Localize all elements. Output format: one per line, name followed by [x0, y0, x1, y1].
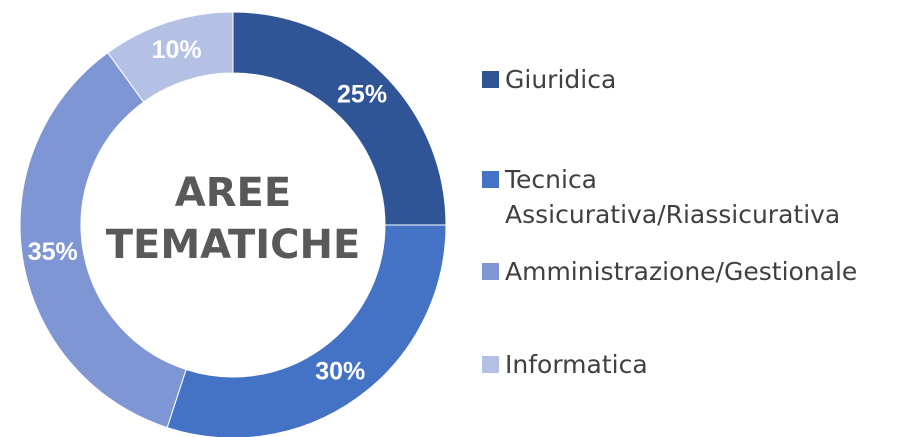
legend-label: Giuridica	[505, 65, 617, 94]
legend-label: Informatica	[505, 350, 648, 379]
legend-item: Amministrazione/Gestionale	[482, 254, 857, 289]
legend-item: Tecnica Assicurativa/Riassicurativa	[482, 162, 895, 232]
donut-slice	[19, 51, 187, 429]
value-label: 25%	[337, 81, 387, 109]
legend-swatch	[482, 171, 499, 188]
chart: 25% 30% 35% 10% AREE TEMATICHE	[19, 11, 447, 437]
legend-item: Informatica	[482, 347, 648, 382]
donut-slice	[107, 11, 234, 103]
legend-swatch	[482, 263, 499, 280]
legend: Giuridica Tecnica Assicurativa/Riassicura…	[482, 0, 902, 437]
legend-item: Giuridica	[482, 62, 616, 97]
center-text: AREE	[175, 170, 291, 216]
center-text: TEMATICHE	[106, 222, 361, 268]
legend-swatch	[482, 356, 499, 373]
legend-label: Amministrazione/Gestionale	[505, 257, 858, 286]
value-label: 10%	[152, 36, 202, 64]
donut-slice	[166, 224, 447, 437]
legend-label: Tecnica Assicurativa/Riassicurativa	[505, 165, 841, 229]
value-label: 30%	[315, 357, 365, 385]
legend-swatch	[482, 71, 499, 88]
value-label: 35%	[28, 238, 78, 266]
